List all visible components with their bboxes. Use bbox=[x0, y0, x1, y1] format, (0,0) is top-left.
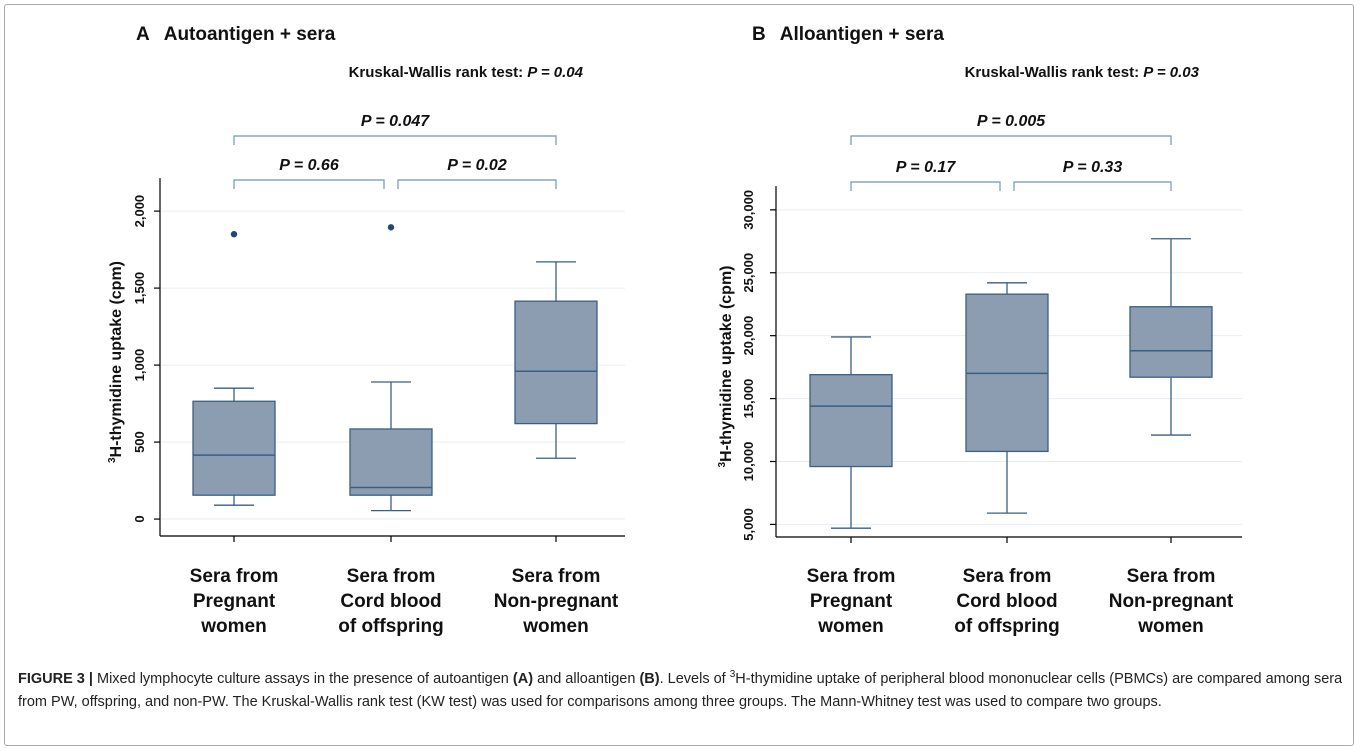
y-axis-label-text: H-thymidine uptake (cpm) bbox=[108, 261, 125, 457]
bracket-p-value: P = 0.17 bbox=[896, 159, 957, 176]
y-axis-label: 3H-thymidine uptake (cpm) bbox=[717, 265, 735, 467]
panel-b: 5,000 10,000 15,000 20,000 25,000 30,000 3H-th… bbox=[717, 24, 1242, 637]
y-tick-label: 20,000 bbox=[741, 316, 756, 356]
y-tick-label: 10,000 bbox=[741, 442, 756, 482]
outlier-point bbox=[387, 224, 395, 231]
bracket-line bbox=[397, 179, 557, 189]
figure-frame bbox=[4, 4, 1354, 746]
y-tick-label: 1,500 bbox=[132, 272, 147, 305]
box-iqr bbox=[809, 374, 893, 468]
panel-letter: A bbox=[136, 24, 150, 45]
x-category-label: Cord blood bbox=[956, 591, 1057, 612]
x-category-label: Sera from bbox=[807, 566, 896, 587]
caption-text-3: . Levels of bbox=[659, 671, 730, 687]
kruskal-wallis-note: Kruskal-Wallis rank test: P = 0.04 bbox=[349, 64, 584, 81]
x-category-label: women bbox=[200, 616, 266, 637]
box-2 bbox=[349, 224, 433, 512]
y-tick-label: 15,000 bbox=[741, 379, 756, 419]
caption-ref-b: (B) bbox=[639, 671, 660, 687]
y-tick-label: 0 bbox=[132, 515, 147, 522]
bracket-p-value: P = 0.66 bbox=[279, 157, 339, 174]
bracket-p-value: P = 0.047 bbox=[361, 113, 430, 130]
box-3 bbox=[1129, 238, 1213, 436]
x-category-label: women bbox=[522, 616, 588, 637]
x-category-label: Non-pregnant bbox=[494, 591, 619, 612]
caption-text-2: and alloantigen bbox=[533, 671, 640, 687]
outlier-point bbox=[230, 230, 238, 238]
x-category-label: Sera from bbox=[512, 566, 601, 587]
box-iqr bbox=[514, 300, 598, 425]
x-category-label: women bbox=[817, 616, 883, 637]
box-iqr bbox=[1129, 306, 1213, 378]
kruskal-wallis-label: Kruskal-Wallis rank test: bbox=[965, 64, 1144, 81]
x-category-label: Pregnant bbox=[810, 591, 893, 612]
panel-title-text: Alloantigen + sera bbox=[780, 24, 945, 45]
bracket-line bbox=[233, 135, 557, 145]
caption-ref-a: (A) bbox=[512, 671, 534, 687]
bracket-p-value: P = 0.33 bbox=[1063, 159, 1123, 176]
y-axis-label-text: H-thymidine uptake (cpm) bbox=[718, 265, 735, 461]
comparison-bracket: P = 0.02 bbox=[397, 157, 557, 189]
box-1 bbox=[192, 230, 276, 506]
x-category-label: Sera from bbox=[347, 566, 436, 587]
caption-text-1: Mixed lymphocyte culture assays in the p… bbox=[92, 671, 513, 687]
bracket-line bbox=[1013, 181, 1172, 191]
comparison-bracket: P = 0.005 bbox=[850, 113, 1172, 145]
panel-title: B Alloantigen + sera bbox=[752, 24, 944, 45]
box-1 bbox=[809, 336, 893, 529]
box-3 bbox=[514, 261, 598, 459]
caption-superscript: 3 bbox=[729, 669, 736, 681]
figure-caption: FIGURE 3 | Mixed lymphocyte culture assa… bbox=[18, 668, 1343, 714]
y-tick-label: 500 bbox=[132, 431, 147, 453]
box-iqr bbox=[192, 400, 276, 496]
x-category-label: Sera from bbox=[1127, 566, 1216, 587]
x-category-label: Sera from bbox=[963, 566, 1052, 587]
x-category-label: Sera from bbox=[190, 566, 279, 587]
y-tick-label: 25,000 bbox=[741, 253, 756, 293]
kruskal-wallis-label: Kruskal-Wallis rank test: bbox=[349, 64, 528, 81]
bracket-line bbox=[850, 181, 1001, 191]
comparison-bracket: P = 0.17 bbox=[850, 159, 1001, 191]
panel-a: 0 500 1,000 1,500 2,000 3H-thymidine uptake (… bbox=[107, 24, 625, 637]
y-axis-label: 3H-thymidine uptake (cpm) bbox=[107, 261, 125, 463]
x-category-label: Cord blood bbox=[340, 591, 441, 612]
comparison-bracket: P = 0.33 bbox=[1013, 159, 1172, 191]
x-category-label: Pregnant bbox=[193, 591, 276, 612]
y-axis-label-superscript: 3 bbox=[107, 457, 118, 463]
y-tick-label: 1,000 bbox=[132, 349, 147, 382]
panel-title: A Autoantigen + sera bbox=[136, 24, 336, 45]
bracket-line bbox=[850, 135, 1172, 145]
caption-text-4: H-thymidine uptake of peripheral blood m… bbox=[18, 671, 1343, 710]
panel-letter: B bbox=[752, 24, 766, 45]
x-category-label: women bbox=[1137, 616, 1203, 637]
kruskal-wallis-p-value: P = 0.03 bbox=[1143, 64, 1199, 81]
y-tick-label: 2,000 bbox=[132, 195, 147, 228]
y-tick-label: 5,000 bbox=[741, 508, 756, 541]
kruskal-wallis-p-value: P = 0.04 bbox=[527, 64, 583, 81]
comparison-bracket: P = 0.047 bbox=[233, 113, 557, 145]
y-axis-label-superscript: 3 bbox=[717, 462, 728, 468]
bracket-p-value: P = 0.005 bbox=[977, 113, 1046, 130]
bracket-p-value: P = 0.02 bbox=[447, 157, 507, 174]
box-2 bbox=[965, 282, 1049, 514]
kruskal-wallis-note: Kruskal-Wallis rank test: P = 0.03 bbox=[965, 64, 1200, 81]
panel-title-text: Autoantigen + sera bbox=[164, 24, 336, 45]
figure-label: FIGURE 3 | bbox=[18, 671, 93, 687]
y-tick-label: 30,000 bbox=[741, 190, 756, 230]
comparison-bracket: P = 0.66 bbox=[233, 157, 385, 189]
bracket-line bbox=[233, 179, 385, 189]
x-category-label: of offspring bbox=[954, 616, 1060, 637]
x-category-label: of offspring bbox=[338, 616, 444, 637]
box-iqr bbox=[349, 428, 433, 496]
x-category-label: Non-pregnant bbox=[1109, 591, 1234, 612]
